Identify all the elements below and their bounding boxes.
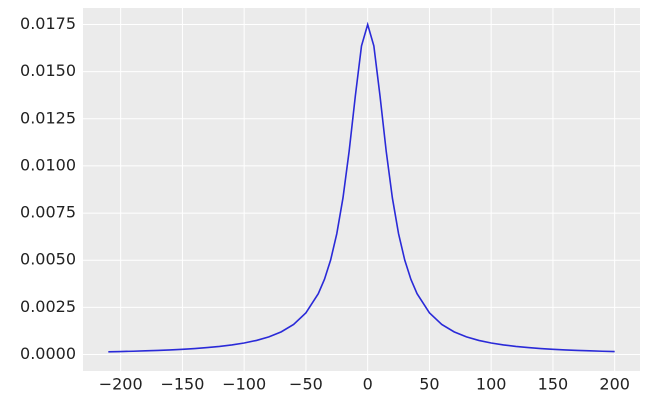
y-tick-label: 0.0125 — [20, 108, 76, 127]
y-tick-label: 0.0025 — [20, 297, 76, 316]
plot-area — [83, 8, 640, 371]
x-tick-label: 0 — [363, 375, 373, 394]
x-tick-label: 150 — [538, 375, 569, 394]
x-tick-label: −100 — [222, 375, 266, 394]
x-tick-label: −50 — [289, 375, 323, 394]
x-tick-label: −200 — [99, 375, 143, 394]
x-tick-label: 100 — [476, 375, 507, 394]
line — [108, 21, 615, 353]
y-tick-label: 0.0000 — [20, 344, 76, 363]
y-tick-label: 0.0050 — [20, 250, 76, 269]
y-tick-label: 0.0175 — [20, 14, 76, 33]
y-tick-label: 0.0150 — [20, 61, 76, 80]
x-tick-label: −150 — [160, 375, 204, 394]
x-tick-label: 200 — [599, 375, 630, 394]
y-tick-label: 0.0100 — [20, 155, 76, 174]
x-tick-label: 50 — [419, 375, 439, 394]
y-tick-label: 0.0075 — [20, 203, 76, 222]
